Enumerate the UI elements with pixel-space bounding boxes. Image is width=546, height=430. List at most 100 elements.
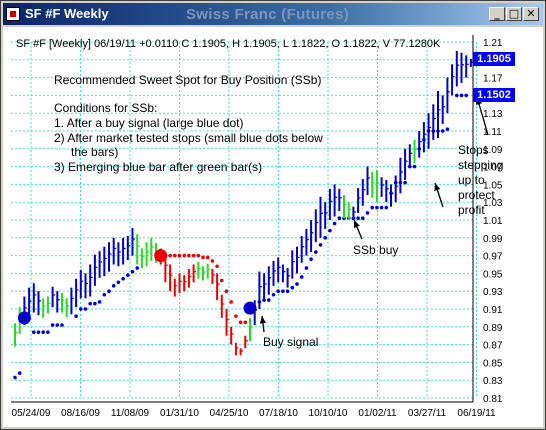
stop-dot — [464, 93, 469, 98]
stop-dot — [41, 330, 45, 334]
y-tick-label: 0.91 — [483, 305, 503, 316]
y-tick-label: 0.93 — [483, 287, 503, 298]
stop-dot — [74, 314, 78, 318]
y-tick-label: 1.03 — [483, 198, 503, 209]
stop-dot — [276, 289, 281, 294]
stop-dot — [210, 259, 215, 263]
stop-dot — [205, 255, 210, 260]
stop-dot — [337, 216, 342, 221]
x-tick-label: 01/02/11 — [358, 408, 397, 419]
condition-2: 2) After market tested stops (small blue… — [54, 131, 323, 145]
stop-dot — [314, 250, 318, 254]
y-tick-label: 1.07 — [483, 163, 503, 174]
stop-dot — [191, 253, 196, 258]
stop-dot — [168, 253, 172, 258]
stop-dot — [196, 253, 201, 258]
stop-dot — [116, 280, 121, 285]
buy-signal-dot — [243, 301, 257, 315]
maximize-button[interactable]: □ — [506, 7, 522, 21]
stop-dot — [182, 253, 186, 258]
x-tick-label: 07/18/10 — [259, 408, 298, 419]
sell-signal-dot — [154, 249, 168, 263]
buy-signal-dot — [17, 311, 31, 325]
buy-signal-label: Buy signal — [263, 335, 319, 349]
stop-dot — [220, 278, 224, 283]
chart-app-icon[interactable] — [6, 7, 20, 21]
stop-dot — [55, 323, 60, 327]
stop-dot — [102, 292, 107, 297]
y-tick-label: 0.95 — [483, 269, 503, 280]
ssb-title-note: Recommended Sweet Spot for Buy Position … — [54, 73, 322, 87]
stop-dot — [121, 276, 125, 281]
stop-dot — [290, 285, 295, 290]
window-title: SF #F Weekly — [25, 6, 109, 21]
minimize-button[interactable]: _ — [489, 7, 505, 21]
x-tick-label: 10/10/10 — [309, 408, 348, 419]
y-tick-label: 0.85 — [483, 358, 503, 369]
stop-dot — [304, 266, 309, 270]
y-tick-label: 1.21 — [483, 38, 503, 49]
stop-dot — [187, 253, 191, 258]
stop-dot — [36, 330, 41, 334]
x-tick-label: 11/08/09 — [111, 408, 150, 419]
stop-dot — [111, 284, 116, 288]
stop-dot — [224, 289, 229, 294]
ssb-buy-arrow-head — [353, 220, 360, 228]
stop-dot — [412, 164, 417, 169]
stops-arrow-1-head — [434, 183, 441, 191]
stop-dot — [356, 216, 360, 221]
stop-dot — [97, 300, 102, 304]
x-tick-label: 05/24/09 — [12, 408, 51, 419]
condition-1: 1. After a buy signal (large blue dot) — [54, 116, 244, 130]
stop-dot — [375, 205, 379, 210]
stop-dot — [285, 289, 290, 294]
y-tick-label: 0.99 — [483, 234, 503, 245]
conditions-title: Conditions for SSb: — [54, 101, 158, 115]
price-chart: 1.211.191.171.151.131.111.091.071.051.03… — [11, 35, 503, 419]
x-tick-label: 06/19/11 — [457, 408, 496, 419]
x-tick-label: 08/16/09 — [61, 408, 100, 419]
stop-dot — [328, 228, 332, 233]
stop-dot — [93, 301, 97, 306]
stop-dot — [107, 289, 111, 294]
stop-dot — [299, 275, 304, 279]
condition-2-cont: the bars) — [71, 145, 119, 159]
stop-dot — [309, 257, 313, 261]
y-tick-label: 0.89 — [483, 323, 503, 334]
y-tick-label: 1.13 — [483, 109, 503, 120]
stops-label-1: Stops — [458, 143, 489, 157]
x-tick-label: 01/31/10 — [160, 408, 199, 419]
stop-dot — [323, 236, 328, 240]
stop-dot — [215, 264, 219, 269]
stop-dot — [440, 129, 445, 133]
y-tick-label: 1.11 — [483, 127, 502, 138]
chart-header: SF #F [Weekly] 06/19/11 +0.0110 C 1.1905… — [16, 38, 441, 50]
stop-dot — [50, 323, 55, 327]
chart-area[interactable]: 1.211.191.171.151.131.111.091.071.051.03… — [3, 27, 543, 427]
stop-dot — [173, 253, 177, 258]
stop-price-tag: 1.1502 — [473, 88, 515, 103]
stop-dot — [46, 330, 50, 334]
stop-dot — [295, 282, 299, 286]
stop-dot — [403, 180, 407, 185]
y-tick-label: 1.05 — [483, 180, 503, 191]
stop-dot — [79, 307, 83, 311]
stop-dot — [32, 330, 36, 334]
stop-dot — [384, 205, 389, 210]
stop-dot — [13, 375, 17, 380]
y-tick-label: 1.09 — [483, 145, 503, 156]
x-tick-label: 03/27/11 — [408, 408, 447, 419]
y-tick-label: 0.83 — [483, 376, 503, 387]
y-tick-label: 1.17 — [483, 74, 503, 85]
stop-dot — [318, 243, 323, 247]
stop-dot — [130, 269, 135, 274]
title-bar[interactable]: SF #F Weekly Swiss Franc (Futures) _ □ ✕ — [3, 3, 543, 25]
stop-dot — [267, 298, 271, 302]
last-price-tag: 1.1905 — [473, 52, 515, 67]
stop-dot — [229, 300, 233, 304]
stop-dot — [17, 371, 22, 375]
stop-dot — [455, 93, 459, 98]
stop-dot — [445, 127, 450, 132]
close-button[interactable]: ✕ — [523, 7, 539, 21]
